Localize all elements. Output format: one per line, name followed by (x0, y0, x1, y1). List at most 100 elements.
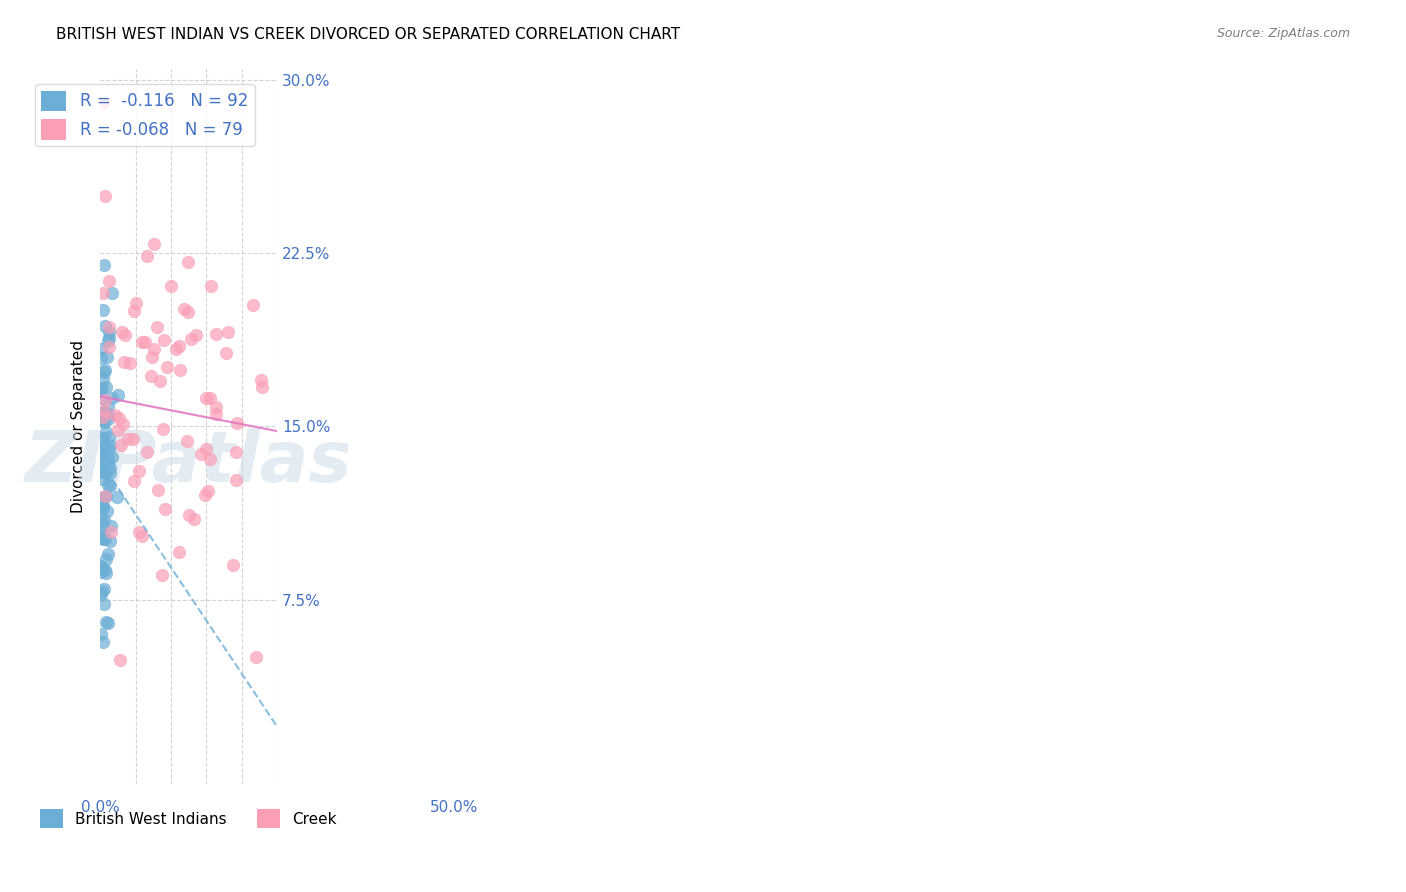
Point (205, 326, 228, 341)
Point (198, 451, 221, 466)
Point (200, 279, 222, 293)
Point (97, 615, 120, 630)
Point (145, 319, 167, 334)
Point (94, 363, 117, 377)
Point (177, 254, 200, 268)
Point (90, 587, 112, 601)
Point (93, 404, 115, 418)
Point (91, 459, 114, 474)
Point (91, 517, 114, 532)
Point (90, 351, 112, 366)
Point (141, 368, 163, 383)
Point (97, 334, 120, 348)
Point (94, 489, 117, 503)
Text: ZIPatlas: ZIPatlas (25, 428, 353, 497)
Point (93, 440, 115, 454)
Text: BRITISH WEST INDIAN VS CREEK DIVORCED OR SEPARATED CORRELATION CHART: BRITISH WEST INDIAN VS CREEK DIVORCED OR… (56, 27, 681, 42)
Point (97, 547, 120, 561)
Point (94, 188, 117, 202)
Point (190, 447, 212, 461)
Point (111, 326, 134, 340)
Point (93, 365, 115, 379)
Point (149, 374, 172, 388)
Point (105, 490, 128, 504)
Point (91, 634, 114, 648)
Point (122, 432, 145, 446)
Point (93, 582, 115, 596)
Point (114, 327, 136, 342)
Point (98, 331, 121, 345)
Point (153, 502, 176, 516)
Point (245, 650, 267, 665)
Point (91, 410, 114, 425)
Point (176, 434, 198, 449)
Y-axis label: Divorced or Separated: Divorced or Separated (72, 340, 86, 513)
Point (91, 431, 114, 445)
Point (131, 529, 153, 543)
Point (226, 416, 249, 430)
Point (97, 411, 120, 425)
Point (134, 335, 156, 350)
Point (96, 350, 118, 364)
Point (90, 472, 112, 486)
Point (186, 328, 208, 343)
Point (131, 335, 153, 350)
Point (222, 558, 245, 572)
Point (94, 406, 117, 420)
Point (249, 374, 271, 388)
Point (90, 627, 112, 641)
Point (153, 334, 176, 348)
Point (91, 302, 114, 317)
Point (98, 408, 121, 422)
Point (93, 415, 115, 429)
Point (195, 391, 218, 405)
Point (91, 583, 114, 598)
Point (101, 391, 124, 405)
Point (122, 474, 145, 488)
Point (96, 504, 118, 518)
Point (100, 519, 122, 533)
Point (110, 438, 132, 452)
Point (93, 443, 115, 458)
Point (89, 561, 111, 575)
Point (91, 372, 114, 386)
Point (89, 496, 111, 510)
Point (97, 399, 120, 413)
Point (101, 450, 124, 464)
Point (97, 274, 120, 288)
Point (97, 319, 120, 334)
Point (193, 488, 215, 502)
Point (90, 558, 112, 573)
Point (205, 401, 228, 415)
Point (97, 340, 120, 354)
Point (91, 560, 114, 574)
Legend: R =  -0.116   N = 92, R = -0.068   N = 79: R = -0.116 N = 92, R = -0.068 N = 79 (35, 84, 254, 146)
Point (90, 458, 112, 472)
Point (94, 466, 117, 480)
Point (100, 524, 122, 539)
Point (93, 490, 115, 504)
Point (91, 406, 114, 420)
Point (197, 483, 219, 498)
Point (94, 566, 117, 580)
Point (93, 513, 115, 527)
Point (142, 342, 165, 356)
Point (169, 363, 191, 377)
Point (142, 237, 165, 252)
Point (107, 387, 129, 401)
Point (117, 432, 139, 446)
Point (98, 466, 121, 480)
Point (90, 565, 112, 579)
Text: Source: ZipAtlas.com: Source: ZipAtlas.com (1216, 27, 1350, 40)
Point (97, 451, 120, 466)
Point (204, 408, 226, 422)
Point (103, 409, 125, 423)
Point (252, 380, 274, 394)
Point (93, 458, 115, 472)
Point (90, 413, 112, 427)
Point (98, 438, 121, 452)
Point (90, 452, 112, 467)
Point (225, 445, 247, 459)
Point (101, 285, 124, 300)
Point (120, 356, 142, 370)
